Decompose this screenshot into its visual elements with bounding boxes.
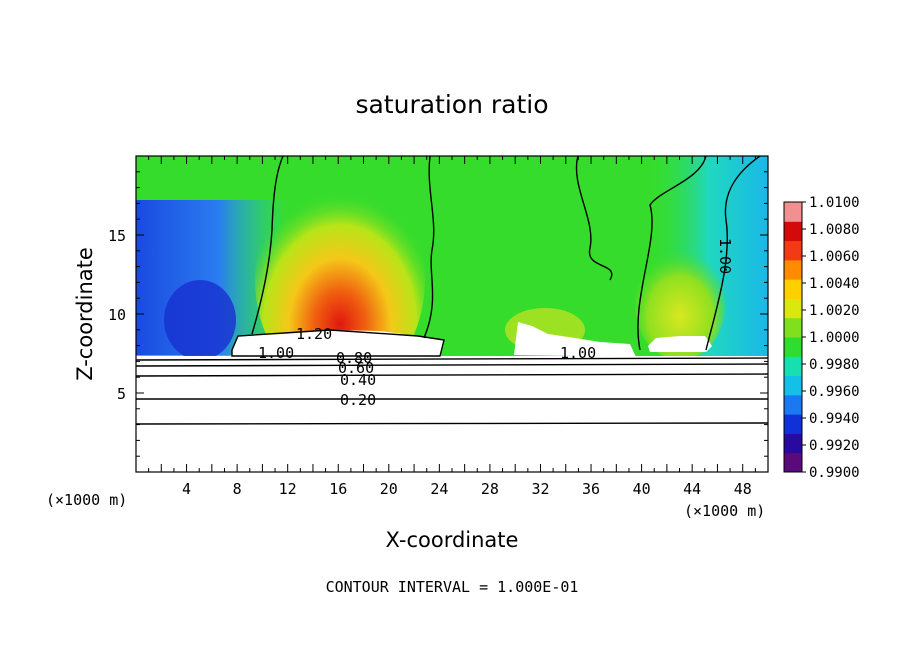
colorbar-swatch: [784, 279, 802, 299]
y-tick-label: 15: [108, 227, 126, 245]
y-axis: 5 10 15: [108, 171, 768, 457]
colorbar-swatch: [784, 356, 802, 377]
field-lower-layer: [136, 356, 768, 472]
colorbar-swatch: [784, 221, 802, 242]
x-tick-label: 4: [182, 480, 191, 498]
colorbar-swatch: [784, 240, 802, 261]
contour-0-40: [136, 373, 768, 377]
colorbar-tick-label: 1.0080: [809, 222, 860, 238]
colorbar-tick-label: 1.0100: [809, 195, 860, 211]
colorbar-tick-label: 0.9920: [809, 438, 860, 454]
contour-label: 1.20: [296, 325, 332, 343]
x-tick-label: 28: [481, 480, 499, 498]
colorbar-swatch: [784, 375, 802, 396]
chart-title: saturation ratio: [355, 90, 548, 119]
colorbar-swatch: [784, 394, 802, 415]
contour-0-60: [136, 363, 768, 367]
colorbar-swatch: [784, 452, 802, 473]
colorbar-tick-label: 1.0060: [809, 249, 860, 265]
contour-interval-note: CONTOUR INTERVAL = 1.000E-01: [326, 578, 579, 596]
contour-label: 1.00: [716, 238, 734, 274]
contour-label: 1.00: [560, 344, 596, 362]
field-region-dark-blue: [164, 280, 236, 360]
x-tick-label: 16: [329, 480, 347, 498]
colorbar-tick-label: 1.0040: [809, 276, 860, 292]
contour-0-80: [136, 357, 768, 361]
x-tick-label: 48: [734, 480, 752, 498]
contour-0-10: [136, 422, 768, 425]
x-tick-label: 44: [683, 480, 701, 498]
colorbar-tick-label: 0.9940: [809, 411, 860, 427]
colorbar-tick-label: 1.0000: [809, 330, 860, 346]
contour-1-00-far-right: [705, 156, 761, 351]
x-tick-label: 12: [279, 480, 297, 498]
colorbar-swatch: [784, 259, 802, 280]
contour-label: 0.40: [340, 371, 376, 389]
field-region-yellow-right: [635, 250, 725, 360]
x-tick-label: 8: [233, 480, 242, 498]
y-tick-label: 10: [108, 306, 126, 324]
x-units-label: (×1000 m): [684, 502, 765, 520]
colorbar: 1.0100 1.0080 1.0060 1.0040 1.0020 1.0000 0.99…: [783, 195, 860, 481]
cloud-region-left: [232, 330, 444, 358]
colorbar-swatch: [784, 433, 802, 454]
x-axis: 4 8 12 16 20 24 28 32 36 40 44 48: [148, 156, 756, 498]
y-tick-label: 5: [117, 385, 126, 403]
contour-label: 0.60: [338, 359, 374, 377]
y-axis-label: Z-coordinate: [73, 247, 97, 381]
contour-cloud-outline: [231, 329, 445, 357]
colorbar-swatch: [784, 337, 802, 357]
contour-1-00-right-b: [637, 156, 707, 351]
contour-label: 1.00: [258, 344, 294, 362]
colorbar-tick-label: 0.9900: [809, 465, 860, 481]
colorbar-swatch: [784, 414, 802, 434]
cloud-region-right: [648, 336, 712, 352]
colorbar-tick-label: 1.0020: [809, 303, 860, 319]
colorbar-tick-label: 0.9980: [809, 357, 860, 373]
z-units-label: (×1000 m): [46, 491, 127, 509]
contour-label: 0.80: [336, 349, 372, 367]
x-tick-label: 40: [633, 480, 651, 498]
x-tick-label: 36: [582, 480, 600, 498]
colorbar-swatch: [784, 202, 802, 222]
contour-lines: [136, 156, 768, 425]
x-tick-label: 24: [430, 480, 448, 498]
x-axis-label: X-coordinate: [386, 528, 519, 552]
contour-1-00-left: [251, 156, 284, 335]
colorbar-tick-label: 0.9960: [809, 384, 860, 400]
colorbar-swatch: [784, 317, 802, 338]
contour-1-00-mid: [423, 156, 435, 339]
contour-label: 0.20: [340, 391, 376, 409]
cloud-region-mid: [514, 322, 636, 357]
x-tick-label: 20: [380, 480, 398, 498]
contour-label-group: 1.20 1.00 0.80 0.60 0.40 0.20 1.00 1.00: [258, 238, 734, 409]
colorbar-swatch: [784, 298, 802, 319]
contour-1-00-right-a: [575, 156, 613, 281]
heatmap-field: [136, 156, 768, 472]
x-tick-label: 32: [531, 480, 549, 498]
